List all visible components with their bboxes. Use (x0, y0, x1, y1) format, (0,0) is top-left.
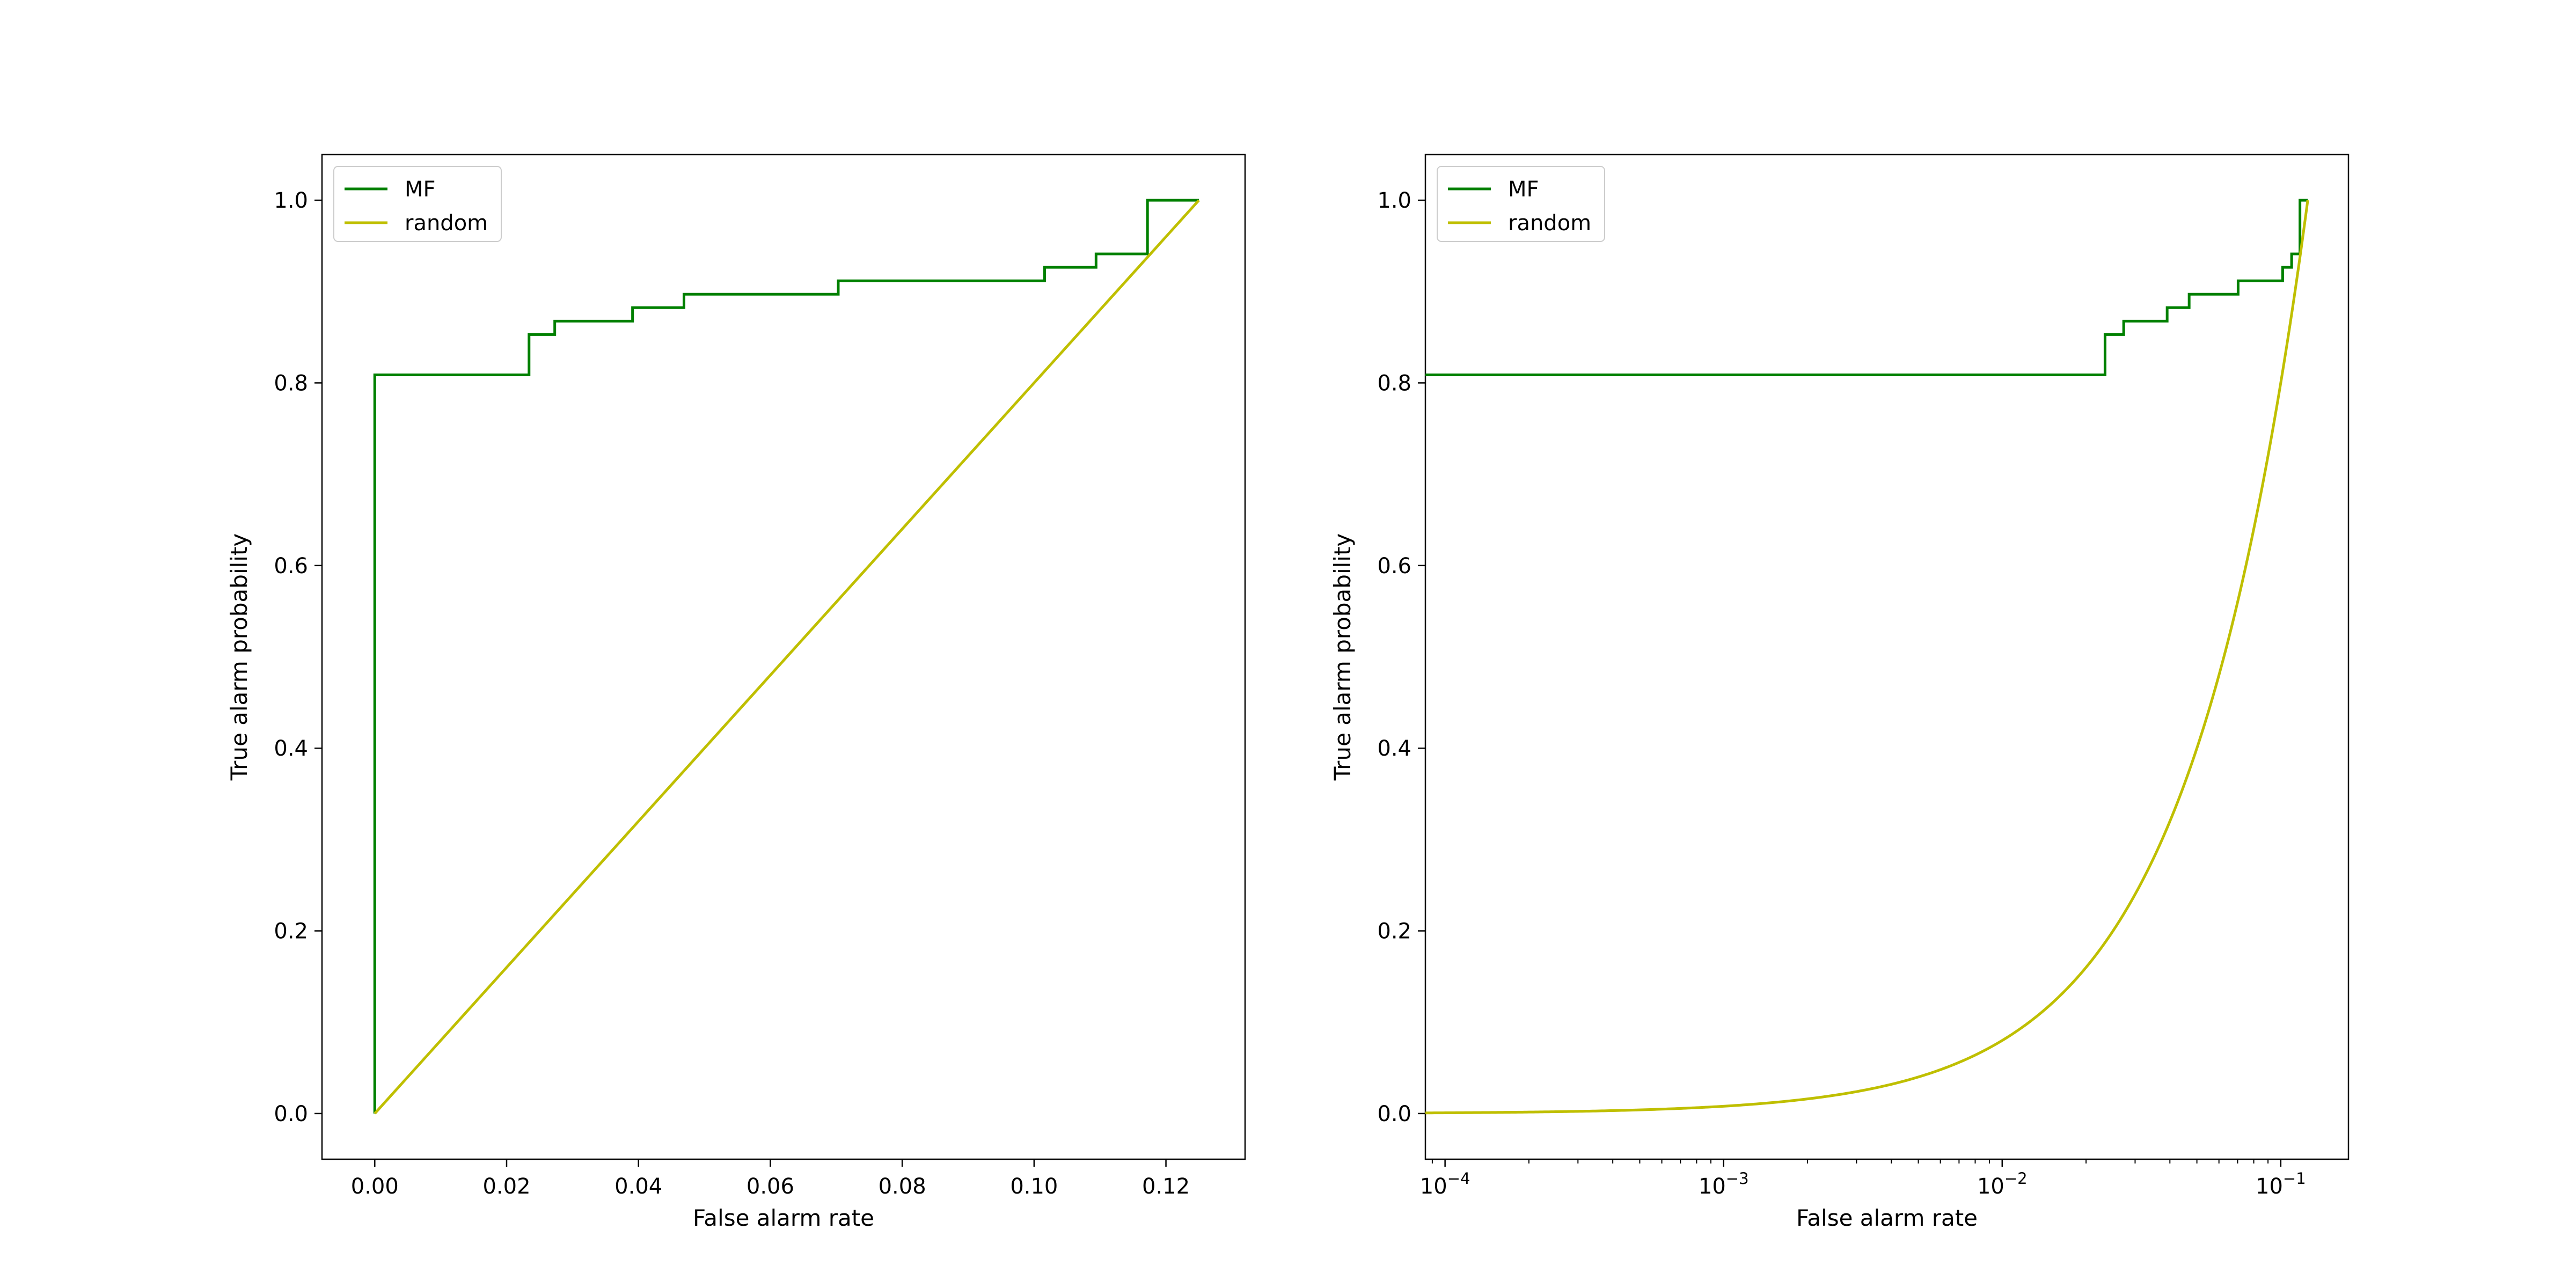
y-tick-label: 0.4 (274, 736, 308, 761)
y-tick-label: 0.0 (1377, 1102, 1411, 1126)
y-tick-label: 0.2 (274, 919, 308, 944)
y-tick-label: 0.8 (274, 371, 308, 396)
legend-label-mf: MF (405, 177, 436, 202)
y-axis-label: True alarm probability (226, 533, 252, 781)
x-axis-ticks: 0.00 0.02 0.04 0.06 0.08 0.10 0.12 (351, 1159, 1190, 1199)
x-tick-label: 0.04 (614, 1174, 662, 1199)
series-line-mf (1425, 199, 2308, 376)
legend-label-random: random (1508, 211, 1591, 236)
x-tick-label: 0.12 (1142, 1174, 1190, 1199)
roc-panel-linear: 0.00 0.02 0.04 0.06 0.08 0.10 0.12 0.00.20.40.… (226, 153, 1246, 1231)
legend-label-random: random (405, 211, 488, 236)
y-tick-label: 0.4 (1377, 736, 1411, 761)
x-tick-label: 10−1 (2256, 1169, 2306, 1199)
x-tick-label: 0.10 (1010, 1174, 1058, 1199)
plot-area-frame (1424, 153, 2350, 1160)
x-axis-label: False alarm rate (693, 1205, 874, 1231)
series-line-mf (373, 199, 1199, 1114)
y-tick-label: 0.6 (274, 554, 308, 579)
x-tick-label: 10−2 (1977, 1169, 2028, 1199)
y-axis-ticks: 0.0 0.2 0.4 0.6 0.8 1.0 (1377, 188, 1425, 1126)
x-axis-label: False alarm rate (1796, 1205, 1978, 1231)
series-group (373, 199, 1200, 1115)
roc-panel-log: 10−4 10−3 10−2 10−1 0.0 0.2 0.4 0.6 0.8 1.0 Fals… (1329, 153, 2350, 1231)
legend-label-mf: MF (1508, 177, 1539, 202)
y-axis-ticks: 0.0 0.2 0.4 0.6 0.8 1.0 (274, 188, 322, 1126)
series-group (1425, 199, 2309, 1115)
series-line-random (1425, 200, 2309, 1115)
y-tick-label: 0.2 (1377, 919, 1411, 944)
y-tick-label: 1.0 (1377, 188, 1411, 213)
x-tick-label: 0.08 (879, 1174, 926, 1199)
x-tick-label: 10−4 (1420, 1169, 1470, 1199)
y-tick-label: 0.8 (1377, 371, 1411, 396)
y-axis-label: True alarm probability (1329, 533, 1356, 781)
x-axis-ticks: 10−4 10−3 10−2 10−1 (1420, 1159, 2306, 1199)
y-tick-label: 0.6 (1377, 554, 1411, 579)
x-tick-label: 0.06 (747, 1174, 794, 1199)
y-tick-label: 1.0 (274, 188, 308, 213)
series-line-random (374, 199, 1200, 1115)
legend: MF random (1437, 166, 1605, 242)
plot-area-frame (321, 153, 1246, 1160)
x-tick-label: 10−3 (1699, 1169, 1749, 1199)
legend: MF random (333, 166, 502, 242)
x-tick-label: 0.02 (482, 1174, 530, 1199)
x-tick-label: 0.00 (351, 1174, 399, 1199)
y-tick-label: 0.0 (274, 1102, 308, 1126)
